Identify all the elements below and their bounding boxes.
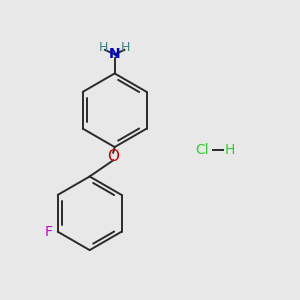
Text: H: H [224,143,235,157]
Text: N: N [109,47,121,61]
Text: H: H [99,41,108,54]
Text: Cl: Cl [196,143,209,157]
Text: O: O [107,149,119,164]
Text: H: H [121,41,130,54]
Text: F: F [44,225,52,239]
